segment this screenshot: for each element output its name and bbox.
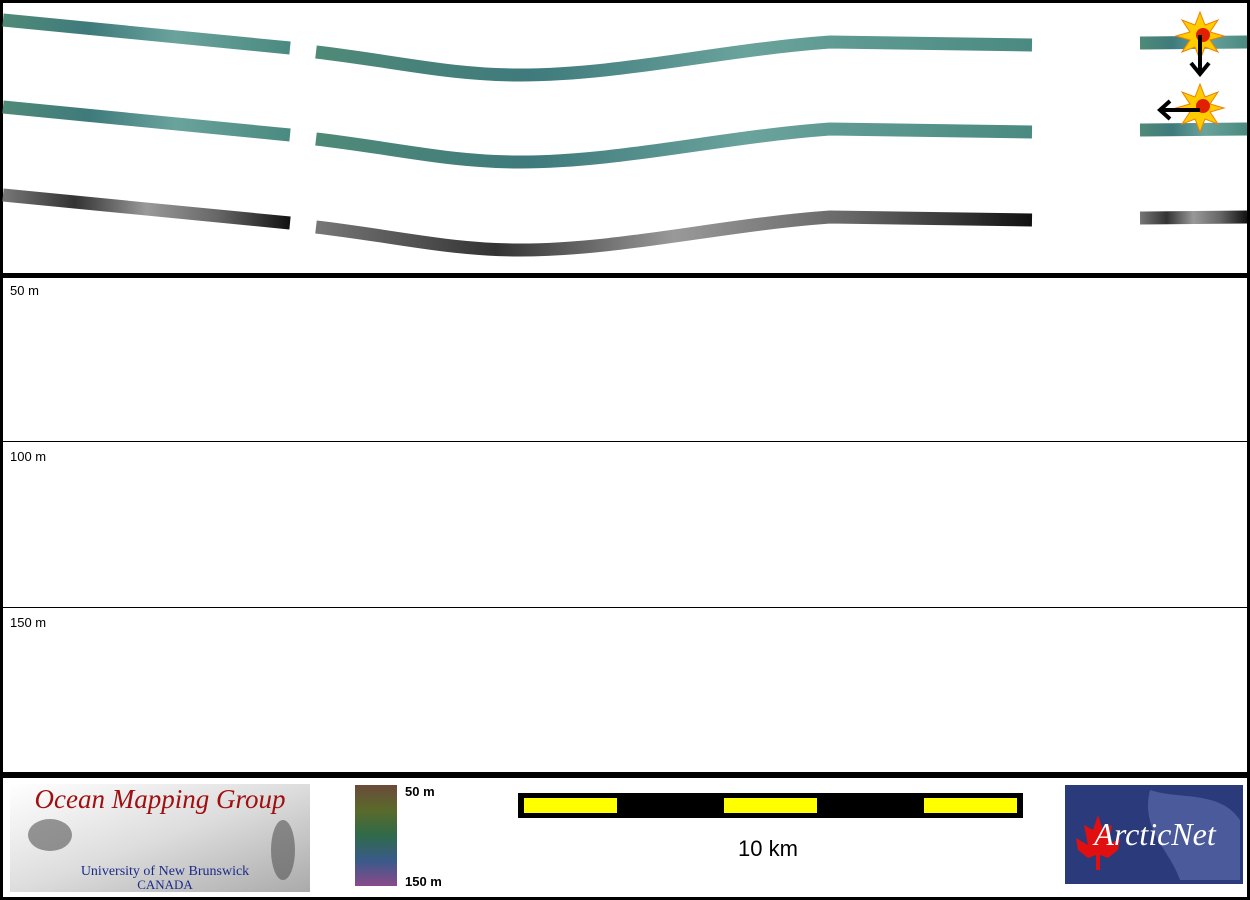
colorbar-label: 150 m [405,874,442,889]
bathymetry-strip [3,107,1247,162]
depth-label: 150 m [10,615,46,630]
logo-art [1147,790,1240,880]
depth-label: 50 m [10,283,39,298]
logo-title: Ocean Mapping Group [35,784,286,814]
logo-art [28,819,72,851]
depth-label: 100 m [10,449,46,464]
separator [0,273,1250,278]
backscatter-strip [3,20,1247,75]
maple-leaf [1076,815,1120,870]
logo-line: University of New Brunswick [81,864,249,879]
logo-line: CANADA [137,877,193,892]
partner-name: ArcticNet [1092,816,1217,852]
direction-markers [1157,10,1226,134]
scale-label: 10 km [738,836,798,861]
scale-segment [724,798,817,813]
scale-segment [524,798,617,813]
logo-art [271,820,295,880]
separator [0,772,1250,778]
colorbar [355,785,397,886]
colorbar-label: 50 m [405,784,435,799]
sidescan-strip [3,195,1247,250]
scale-segment [924,798,1017,813]
